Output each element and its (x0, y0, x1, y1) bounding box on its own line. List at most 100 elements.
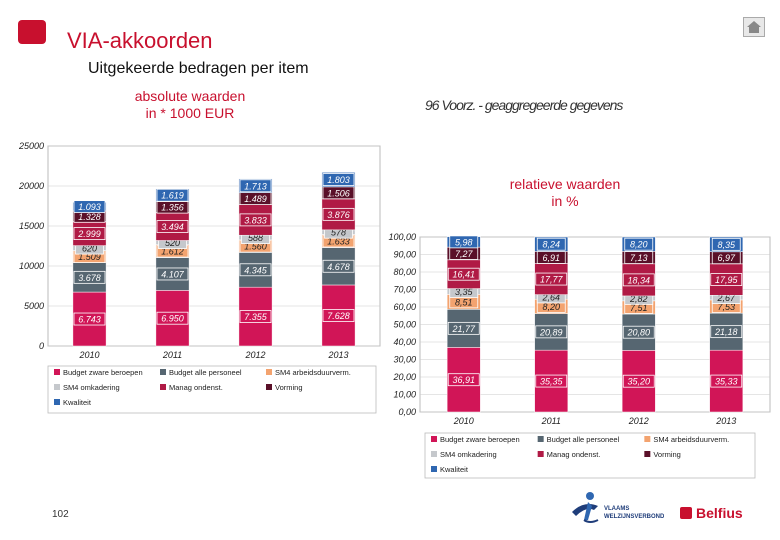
data-label: 4.107 (161, 269, 185, 279)
data-label-box (711, 237, 741, 251)
page-number: 102 (52, 509, 69, 520)
data-label: 7,51 (630, 303, 648, 313)
data-label: 8,51 (455, 297, 473, 307)
data-label-box (449, 235, 479, 249)
y-tick-label: 5000 (24, 301, 44, 311)
data-label: 3.678 (78, 273, 101, 283)
vlaams-welzijnsverbond-logo: VLAAMS WELZIJNSVERBOND (572, 492, 664, 523)
data-label: 1.713 (244, 181, 267, 191)
svg-text:VLAAMS: VLAAMS (604, 506, 629, 512)
data-label: 8,24 (542, 240, 560, 250)
legend-entry: SM4 omkadering (440, 450, 497, 459)
relative-chart-label: relatieve waarden in % (509, 176, 621, 209)
data-label: 578 (331, 228, 346, 238)
data-label-box (322, 259, 355, 273)
data-label: 1.619 (161, 191, 184, 201)
x-tick-label: 2010 (78, 350, 99, 360)
brand-square-icon (18, 20, 46, 44)
data-label: 2,67 (716, 293, 736, 303)
data-label-box (73, 270, 106, 284)
y-tick-label: 90,00 (393, 250, 416, 260)
chart-source-label: 96 Voorz. - geaggregeerde gegevens (425, 97, 623, 113)
data-label: 7,27 (455, 249, 474, 259)
legend-swatch (431, 451, 437, 457)
data-label-box (536, 237, 566, 251)
data-label-box (535, 272, 568, 286)
data-label: 36,91 (452, 375, 475, 385)
data-label-box (535, 374, 568, 388)
x-tick-label: 2011 (162, 350, 182, 360)
legend-entry: Kwaliteit (63, 398, 92, 407)
legend-swatch (160, 384, 166, 390)
legend-swatch (266, 369, 272, 375)
data-label-box (239, 213, 272, 227)
y-tick-label: 40,00 (393, 337, 416, 347)
data-label-box (710, 273, 743, 286)
legend-entry: Budget alle personeel (547, 435, 620, 444)
data-label: 6,97 (717, 253, 736, 263)
data-label: 3.833 (244, 215, 267, 225)
data-label: 588 (248, 233, 263, 243)
data-label: 4.678 (327, 262, 350, 272)
data-label: 6.950 (161, 314, 184, 324)
y-tick-label: 100,00 (388, 232, 416, 242)
legend-box (47, 365, 377, 414)
data-label: 1.093 (78, 202, 101, 212)
belfius-logo: Belfius (680, 505, 743, 521)
data-label-box (624, 237, 654, 251)
y-tick-label: 10,00 (393, 390, 416, 400)
data-label: 7.355 (244, 312, 268, 322)
y-tick-label: 60,00 (393, 302, 416, 312)
data-label: 1.489 (244, 194, 267, 204)
data-label-box (322, 309, 355, 322)
home-glyph-icon (747, 21, 761, 33)
absolute-chart-label: absolute waarden in * 1000 EUR (134, 88, 246, 121)
data-label-box (622, 374, 655, 388)
data-label: 1.509 (78, 252, 101, 262)
x-tick-label: 2012 (628, 416, 649, 426)
legend-entry: Manag ondenst. (547, 450, 601, 459)
data-label: 20,89 (539, 327, 563, 337)
data-label: 6,91 (542, 253, 560, 263)
x-tick-label: 2010 (453, 416, 474, 426)
data-label-box (156, 188, 189, 202)
data-label: 1.356 (161, 203, 184, 213)
data-label: 1.506 (327, 188, 350, 198)
data-label: 2,64 (541, 292, 560, 302)
data-label: 6.743 (78, 315, 101, 325)
data-label: 18,34 (627, 275, 650, 285)
legend-swatch (537, 436, 544, 442)
legend-entry: Budget zware beroepen (440, 435, 520, 444)
data-label: 3.876 (327, 210, 350, 220)
data-label: 17,95 (715, 275, 739, 285)
data-label: 4.345 (244, 265, 268, 275)
y-tick-label: 80,00 (393, 267, 416, 277)
data-label-box (73, 312, 106, 326)
data-label-box (622, 273, 655, 287)
y-tick-label: 70,00 (393, 285, 416, 295)
legend-entry: Budget alle personeel (169, 368, 242, 377)
data-label: 8,20 (630, 240, 648, 250)
legend-box (424, 432, 756, 479)
data-label: 8,20 (542, 302, 560, 312)
home-nav-icon[interactable] (743, 17, 765, 37)
y-tick-label: 30,00 (393, 355, 416, 365)
data-label-box (239, 263, 272, 277)
legend-entry: SM4 omkadering (63, 383, 120, 392)
legend-swatch (54, 399, 60, 405)
data-label: 1.328 (78, 212, 101, 222)
legend-swatch (431, 436, 437, 442)
data-label: 7.628 (327, 311, 350, 321)
data-label-box (447, 321, 480, 335)
data-label: 5,98 (455, 237, 473, 247)
data-label-box (710, 325, 743, 339)
y-tick-label: 0,00 (398, 407, 416, 417)
data-label-box (239, 310, 272, 323)
data-label: 1.612 (161, 247, 184, 257)
legend-swatch (54, 384, 60, 390)
y-tick-label: 20,00 (392, 372, 416, 382)
data-label-box (710, 374, 743, 388)
data-label: 2,82 (629, 294, 648, 304)
legend-swatch (54, 369, 60, 375)
data-label: 2.999 (77, 229, 101, 239)
